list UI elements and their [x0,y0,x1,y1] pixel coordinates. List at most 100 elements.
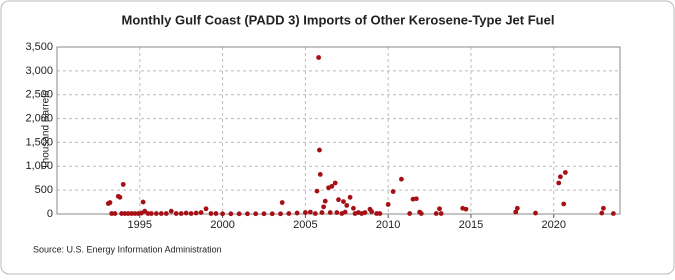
x-tick-label: 1995 [128,219,152,231]
point [399,176,404,182]
point [601,205,606,211]
point [362,210,368,215]
x-tick-label: 2015 [459,219,483,231]
point [437,206,442,212]
point [390,189,396,194]
point [344,203,350,208]
point [317,147,322,153]
point [377,211,383,216]
point [109,211,115,216]
point [317,171,323,177]
y-tick-label: 2,500 [25,89,53,101]
point [463,206,469,212]
point [599,210,605,216]
point [329,183,335,189]
point [140,199,146,205]
point [286,211,292,216]
point [183,210,189,216]
point [322,198,328,204]
point [188,211,194,216]
point [314,188,320,194]
point [351,205,356,211]
point [269,211,275,217]
point [253,211,259,217]
point [327,210,333,215]
point [312,211,318,216]
point [533,210,538,216]
point [119,211,124,216]
point [132,211,138,216]
y-tick-label: 0 [47,208,53,220]
point [125,211,131,216]
point [513,209,519,215]
point [374,211,379,216]
point [220,211,225,217]
point [332,180,338,186]
point [158,211,164,216]
point [562,170,568,175]
point [341,199,346,204]
point [245,211,250,217]
point [107,200,113,205]
point [418,211,424,216]
point [122,211,128,216]
point [148,211,154,216]
point [407,211,413,216]
point [433,211,439,216]
point [142,208,148,214]
point [178,211,184,216]
point [556,180,562,186]
point [438,211,444,216]
point [120,182,126,187]
x-tick-label: 2010 [376,219,400,231]
point [342,209,348,215]
point [385,202,391,207]
y-tick-label: 500 [35,184,53,196]
point [129,211,134,216]
point [336,197,341,203]
source: Source: U.S. Energy Information Administ… [33,244,222,254]
point [153,211,159,216]
x-tick-label: 2020 [542,219,566,231]
point [557,174,563,180]
chart-title: Monthly Gulf Coast (PADD 3) Imports of O… [122,12,555,27]
point [561,201,567,207]
y-tick-label: 1,500 [25,136,53,148]
y-tick-label: 3,500 [25,41,53,53]
point [228,211,234,217]
y-axis-label: Thousand Barrels [41,91,52,170]
point [203,206,209,212]
point [117,194,123,200]
point [208,211,214,216]
point [294,210,300,216]
y-tick-label: 1,000 [25,160,53,172]
point [168,208,174,214]
point [307,209,313,215]
point [610,211,616,216]
y-tick-label: 3,000 [25,65,53,77]
point [334,210,340,215]
point [236,211,242,217]
point [145,211,151,216]
point [261,211,267,217]
point [302,210,308,215]
point [319,210,325,215]
x-tick-label: 2005 [293,219,317,231]
point [198,210,204,215]
point [163,211,169,216]
point [369,209,375,215]
point [278,211,283,217]
point [347,194,353,200]
point [321,204,326,210]
point [514,205,520,211]
point [112,211,118,216]
point [316,55,322,60]
point [213,211,219,216]
point [193,210,199,216]
point [413,196,419,202]
x-tick-label: 2000 [210,219,234,231]
point [279,200,285,205]
y-tick-label: 2,000 [25,112,53,124]
